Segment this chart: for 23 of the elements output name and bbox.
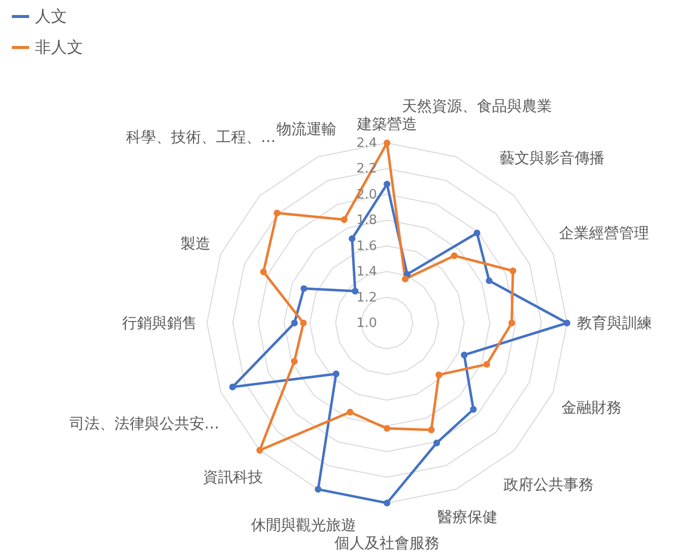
y-tick-label: 1.6 <box>356 238 377 254</box>
spoke-label: 行銷與銷售 <box>122 314 197 332</box>
y-tick-label: 2.4 <box>356 136 377 151</box>
spoke-label: 製造 <box>180 234 210 253</box>
spoke-label: 教育與訓練 <box>577 314 652 332</box>
spoke-label: 科學、技術、工程、… <box>126 128 276 146</box>
legend-label: 非人文 <box>35 38 83 56</box>
spoke-label: 企業經營管理 <box>559 224 650 242</box>
spoke-label: 醫療保健 <box>437 508 498 526</box>
spoke-label: 休閒與觀光旅遊 <box>250 516 356 534</box>
spoke-label: 天然資源、食品與農業 <box>402 96 552 115</box>
y-tick-label: 1.4 <box>356 264 377 280</box>
spoke-label: 金融財務 <box>561 398 622 417</box>
legend-label: 人文 <box>35 6 67 26</box>
spoke-label: 個人及社會服務 <box>334 534 440 552</box>
spoke-label: 司法、法律與公共安… <box>69 414 220 433</box>
spoke-label: 藝文與影音傳播 <box>500 148 605 167</box>
spoke-label: 建築營造 <box>356 115 417 133</box>
spoke-label: 資訊科技 <box>203 468 264 486</box>
y-tick-label: 1.0 <box>356 316 377 331</box>
spoke-label: 政府公共事務 <box>503 475 594 494</box>
y-tick-label: 1.2 <box>356 290 377 306</box>
spoke-label: 物流運輸 <box>276 120 337 138</box>
